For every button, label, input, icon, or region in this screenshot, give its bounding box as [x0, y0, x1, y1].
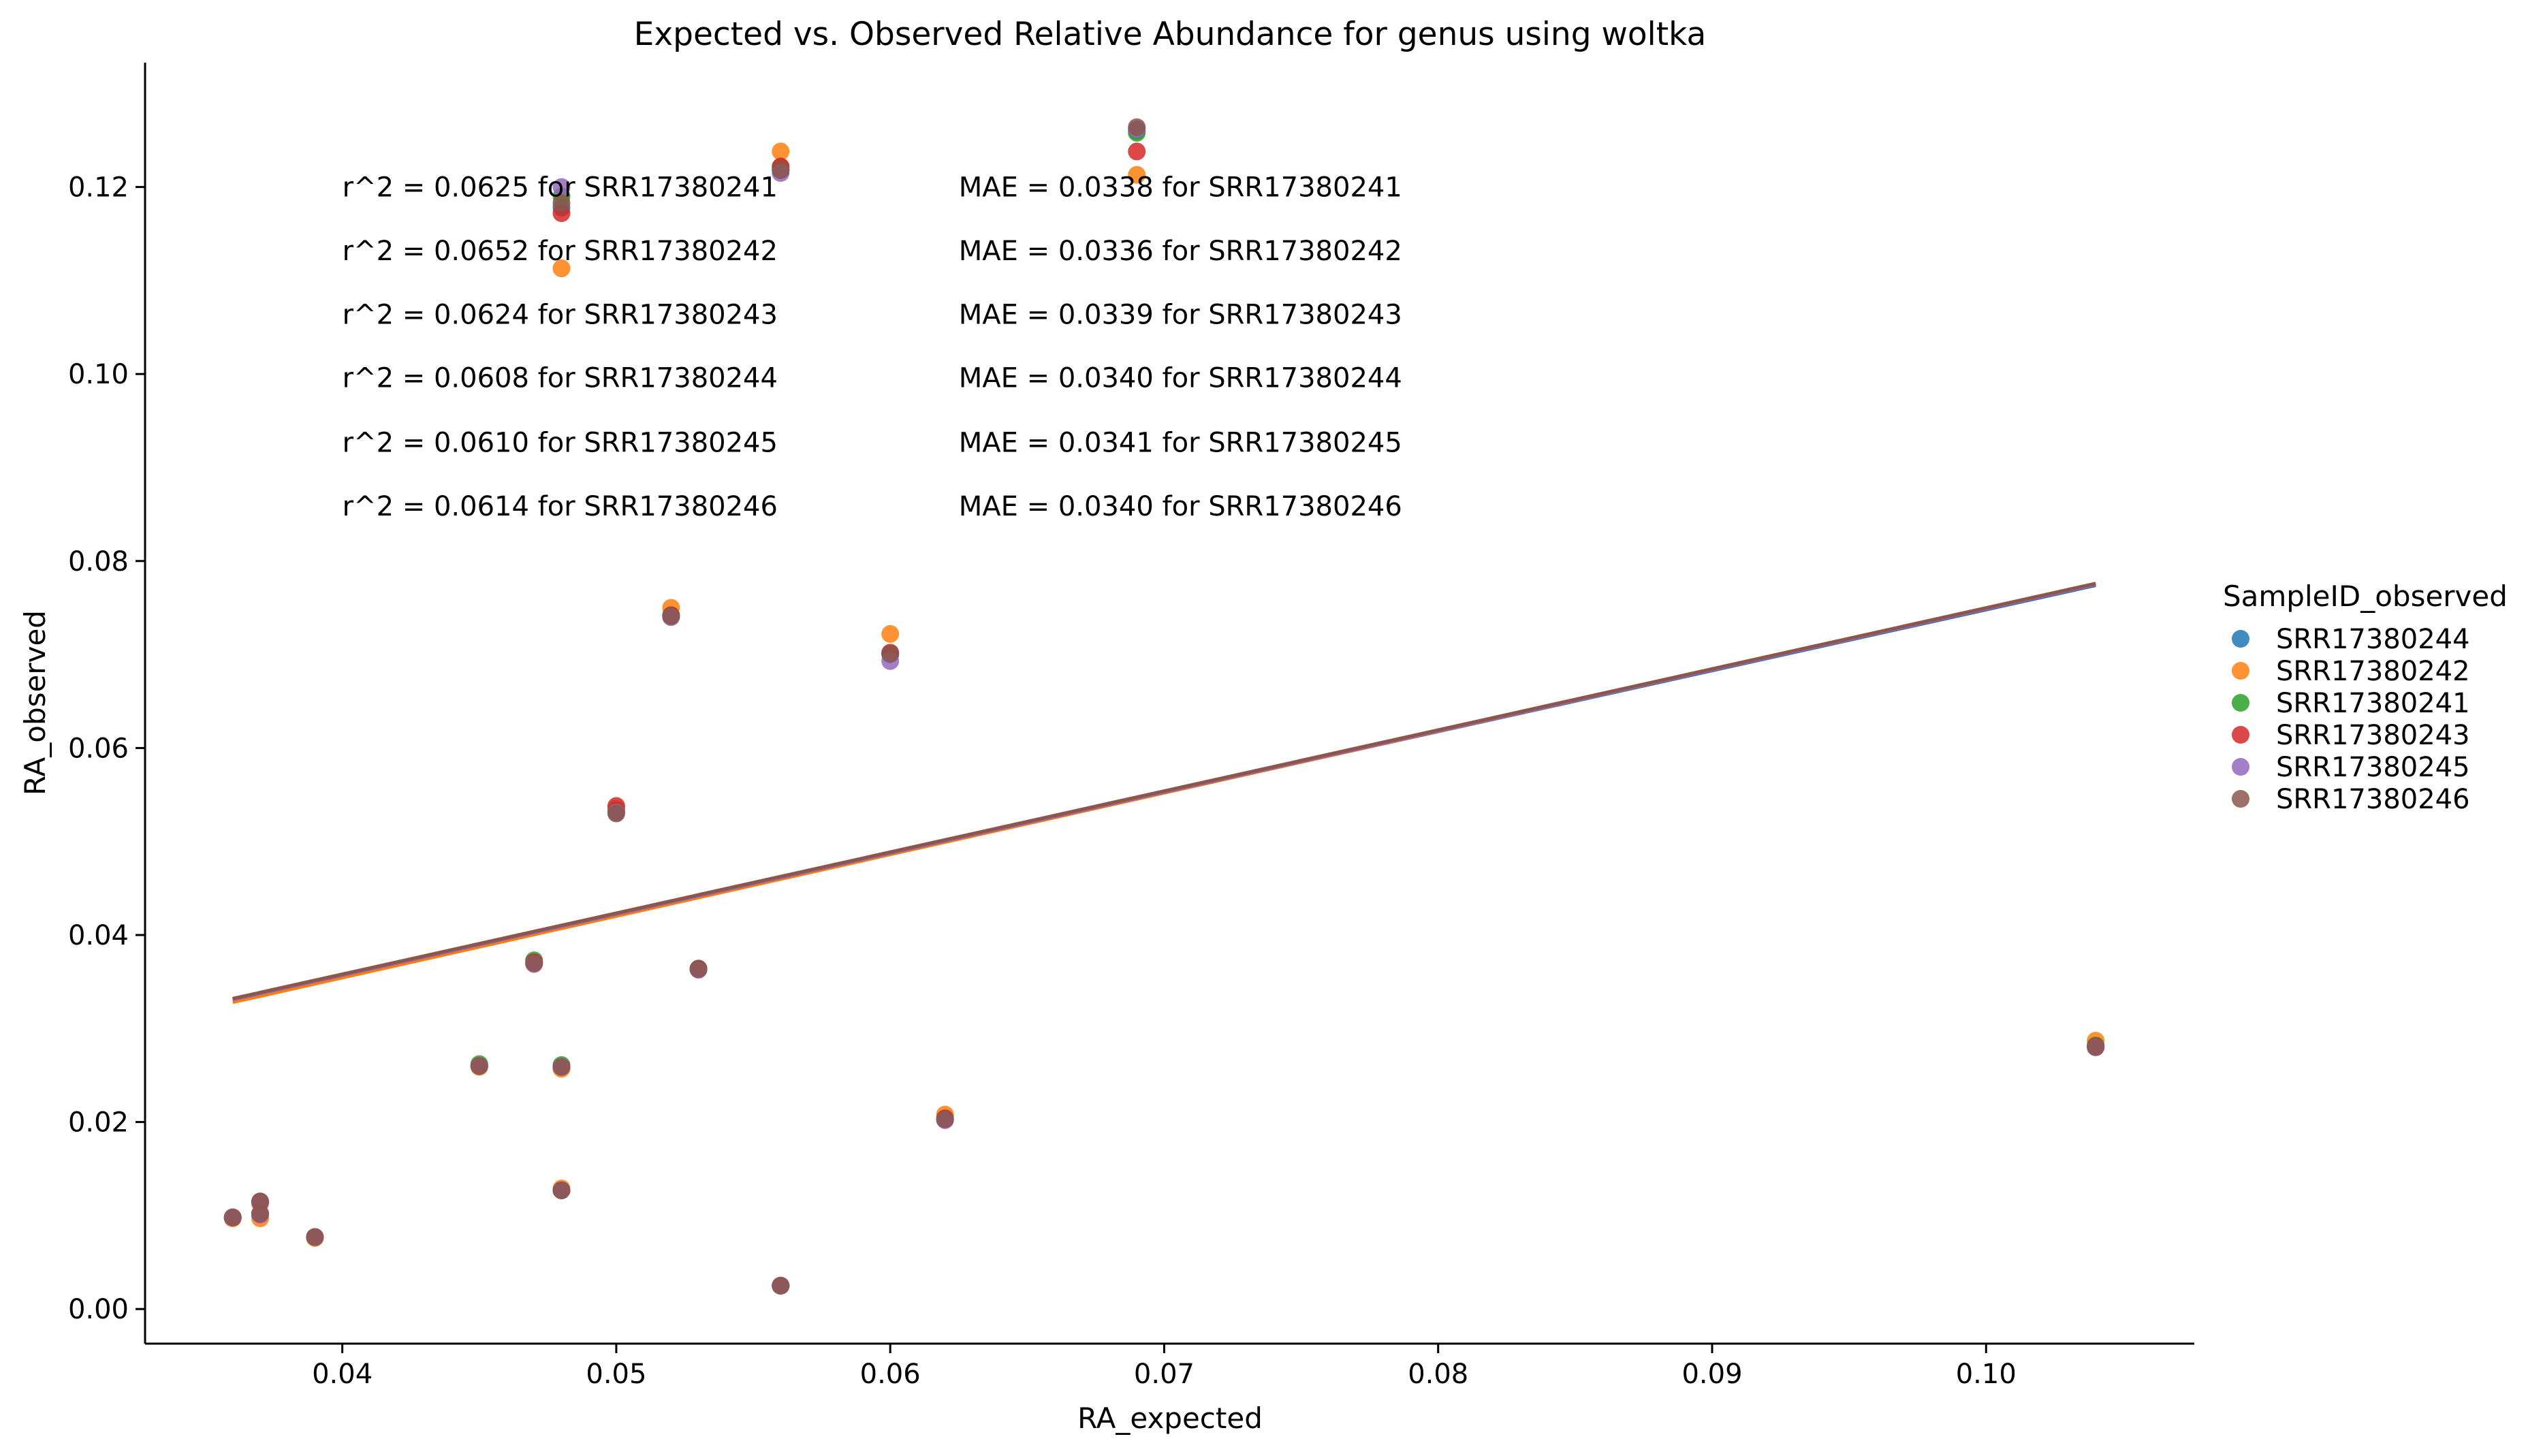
- data-point: [251, 1192, 269, 1211]
- legend-marker: [2232, 694, 2249, 712]
- data-point: [772, 1276, 790, 1295]
- y-axis-label: RA_observed: [18, 610, 52, 795]
- points-layer: [223, 118, 2105, 1295]
- legend-item: SRR17380241: [2232, 688, 2470, 719]
- y-tick-label: 0.06: [68, 733, 129, 764]
- annotations: r^2 = 0.0625 for SRR17380241 r^2 = 0.0652…: [343, 172, 1402, 522]
- legend-label: SRR17380245: [2276, 752, 2470, 783]
- data-point: [772, 161, 790, 179]
- y-tick-label: 0.02: [68, 1107, 129, 1139]
- y-tick-label: 0.04: [68, 920, 129, 951]
- data-point: [1128, 142, 1146, 161]
- r2-annotation: r^2 = 0.0610 for SRR17380245: [343, 427, 778, 458]
- legend-label: SRR17380246: [2276, 784, 2470, 815]
- r2-annotation: r^2 = 0.0652 for SRR17380242: [343, 236, 778, 267]
- mae-annotation: MAE = 0.0341 for SRR17380245: [959, 427, 1402, 458]
- x-axis-label: RA_expected: [1077, 1402, 1263, 1435]
- plot-area: [223, 118, 2105, 1295]
- data-point: [1128, 165, 1146, 184]
- y-tick-label: 0.10: [68, 359, 129, 390]
- x-tick-label: 0.04: [312, 1359, 373, 1390]
- mae-annotation: MAE = 0.0340 for SRR17380246: [959, 491, 1402, 522]
- data-point: [2087, 1038, 2105, 1056]
- legend-label: SRR17380241: [2276, 688, 2470, 719]
- series-srr17380246: [223, 118, 2105, 1295]
- mae-annotation: MAE = 0.0338 for SRR17380241: [959, 172, 1402, 204]
- data-point: [607, 804, 625, 823]
- data-point: [1128, 118, 1146, 136]
- legend-label: SRR17380243: [2276, 720, 2470, 751]
- data-point: [552, 178, 571, 196]
- y-tick-label: 0.00: [68, 1294, 129, 1325]
- mae-annotation: MAE = 0.0336 for SRR17380242: [959, 236, 1402, 267]
- data-point: [306, 1228, 324, 1246]
- mae-annotation: MAE = 0.0339 for SRR17380243: [959, 299, 1402, 330]
- y-tick-label: 0.08: [68, 546, 129, 577]
- data-point: [223, 1208, 242, 1226]
- r2-annotation: r^2 = 0.0608 for SRR17380244: [343, 363, 778, 394]
- legend-marker: [2232, 662, 2249, 680]
- legend-marker: [2232, 726, 2249, 744]
- data-point: [936, 1110, 954, 1128]
- x-tick-label: 0.07: [1134, 1359, 1195, 1390]
- x-ticks: 0.04 0.05 0.06 0.07 0.08 0.09 0.10: [312, 1344, 2017, 1390]
- legend-item: SRR17380243: [2232, 720, 2470, 751]
- data-point: [552, 259, 571, 278]
- data-point: [470, 1057, 488, 1075]
- x-tick-label: 0.09: [1681, 1359, 1742, 1390]
- y-ticks: 0.00 0.02 0.04 0.06 0.08 0.10 0.12: [68, 172, 145, 1325]
- r2-annotation: r^2 = 0.0624 for SRR17380243: [343, 299, 778, 330]
- y-tick-label: 0.12: [68, 172, 129, 204]
- series-srr17380245: [223, 120, 2105, 1295]
- x-tick-label: 0.08: [1408, 1359, 1468, 1390]
- data-point: [552, 1058, 571, 1076]
- data-point: [251, 1205, 269, 1223]
- legend-marker: [2232, 758, 2249, 776]
- mae-annotation: MAE = 0.0340 for SRR17380244: [959, 363, 1402, 394]
- r2-annotation: r^2 = 0.0614 for SRR17380246: [343, 491, 778, 522]
- data-point: [772, 142, 790, 161]
- legend-item: SRR17380245: [2232, 752, 2470, 783]
- data-point: [881, 624, 900, 643]
- data-point: [525, 954, 543, 972]
- chart-title: Expected vs. Observed Relative Abundance…: [634, 16, 1707, 53]
- legend-title: SampleID_observed: [2223, 580, 2508, 613]
- fit-lines: [232, 582, 2096, 1004]
- legend-item: SRR17380244: [2232, 624, 2470, 655]
- legend-label: SRR17380244: [2276, 624, 2470, 655]
- legend-item: SRR17380242: [2232, 656, 2470, 687]
- x-tick-label: 0.05: [586, 1359, 646, 1390]
- x-tick-label: 0.06: [860, 1359, 921, 1390]
- series-srr17380244: [223, 122, 2105, 1295]
- legend-marker: [2232, 790, 2249, 808]
- data-point: [689, 960, 708, 978]
- data-point: [552, 193, 571, 212]
- data-point: [662, 607, 680, 625]
- data-point: [552, 1181, 571, 1199]
- fit-line-srr17380246: [232, 582, 2096, 1000]
- legend-label: SRR17380242: [2276, 656, 2470, 687]
- legend-marker: [2232, 630, 2249, 648]
- x-tick-label: 0.10: [1956, 1359, 2017, 1390]
- r2-annotation: r^2 = 0.0625 for SRR17380241: [343, 172, 778, 204]
- legend-item: SRR17380246: [2232, 784, 2470, 815]
- legend-items: SRR17380244SRR17380242SRR17380241SRR1738…: [2232, 624, 2470, 815]
- legend: SampleID_observed SRR17380244SRR17380242…: [2223, 580, 2508, 815]
- data-point: [881, 644, 900, 663]
